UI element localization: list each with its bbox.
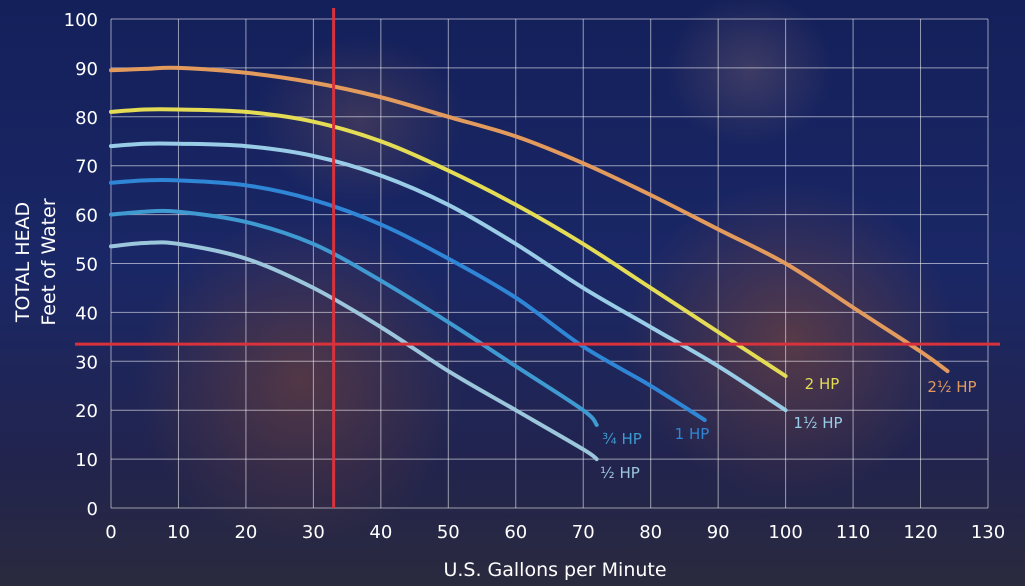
series-label: 2½ HP (927, 378, 976, 396)
series-label: ¾ HP (602, 430, 642, 448)
series-line (109, 65, 950, 374)
y-tick-label: 60 (75, 206, 98, 227)
x-tick-label: 80 (639, 522, 662, 543)
grid (110, 18, 989, 509)
series-line (109, 177, 707, 422)
x-tick-label: 10 (167, 522, 190, 543)
series-line (109, 240, 599, 462)
x-tick-label: 40 (369, 522, 392, 543)
x-tick-label: 100 (768, 522, 802, 543)
series-label: 1½ HP (793, 414, 842, 432)
x-tick-label: 20 (234, 522, 257, 543)
series-line (109, 107, 788, 378)
y-tick-label: 50 (75, 255, 98, 276)
y-tick-label: 90 (75, 59, 98, 80)
x-tick-label: 90 (707, 522, 730, 543)
x-tick-label: 130 (971, 522, 1005, 543)
x-axis-title: U.S. Gallons per Minute (443, 559, 666, 581)
y-tick-label: 40 (75, 303, 98, 324)
x-tick-label: 60 (504, 522, 527, 543)
series-labels: ½ HP ¾ HP 1 HP 1½ HP 2 HP 2½ HP (600, 375, 976, 482)
x-tick-label: 110 (836, 522, 870, 543)
series-label: 1 HP (675, 425, 710, 443)
y-tick-label: 10 (75, 450, 98, 471)
x-tick-label: 30 (302, 522, 325, 543)
x-tick-label: 0 (105, 522, 116, 543)
y-tick-label: 30 (75, 352, 98, 373)
x-tick-label: 120 (903, 522, 937, 543)
series-lines (109, 65, 950, 462)
y-tick-label: 80 (75, 108, 98, 129)
series-label: ½ HP (600, 464, 640, 482)
y-tick-label: 100 (64, 10, 98, 31)
x-tick-labels: 0 10 20 30 40 50 60 70 80 90 100 110 120 130 (105, 522, 1005, 543)
y-tick-labels: 0 10 20 30 40 50 60 70 80 90 100 (64, 10, 98, 520)
series-line (109, 208, 599, 427)
y-tick-label: 70 (75, 157, 98, 178)
x-tick-label: 70 (572, 522, 595, 543)
y-tick-label: 0 (87, 499, 98, 520)
y-tick-label: 20 (75, 401, 98, 422)
reference-lines (75, 8, 1000, 508)
series-label: 2 HP (805, 375, 840, 393)
y-axis-title-line-2: Feet of Water (38, 198, 60, 325)
series-line (109, 141, 788, 413)
x-tick-label: 50 (437, 522, 460, 543)
y-axis-title-line-1: TOTAL HEAD (12, 202, 34, 323)
